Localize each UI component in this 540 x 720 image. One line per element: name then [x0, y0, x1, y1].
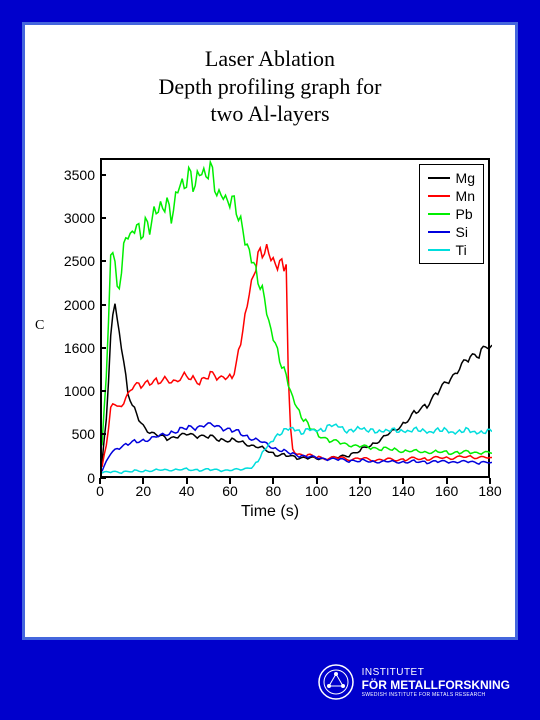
- legend-label: Ti: [456, 242, 467, 258]
- x-tick-mark: [272, 478, 274, 484]
- x-tick-mark: [359, 478, 361, 484]
- x-tick-label: 40: [179, 483, 195, 499]
- x-tick-label: 160: [435, 483, 458, 499]
- x-tick-label: 80: [266, 483, 282, 499]
- legend-item-si: Si: [428, 223, 475, 241]
- legend-swatch: [428, 231, 450, 233]
- institute-emblem-icon: [318, 664, 354, 700]
- y-tick-mark: [100, 347, 106, 349]
- x-tick-label: 100: [305, 483, 328, 499]
- y-tick-label: 1600: [40, 340, 95, 356]
- x-tick-label: 60: [222, 483, 238, 499]
- x-axis-label: Time (s): [40, 503, 500, 521]
- y-tick-mark: [100, 304, 106, 306]
- legend-swatch: [428, 249, 450, 251]
- legend-item-mn: Mn: [428, 187, 475, 205]
- y-axis-label: C: [35, 318, 44, 334]
- x-tick-label: 180: [478, 483, 501, 499]
- footer-line-2: FÖR METALLFORSKNING: [362, 678, 510, 692]
- legend-label: Mn: [456, 188, 475, 204]
- x-tick-mark: [402, 478, 404, 484]
- y-tick-mark: [100, 217, 106, 219]
- legend-label: Si: [456, 224, 468, 240]
- footer-logo: INSTITUTET FÖR METALLFORSKNING SWEDISH I…: [318, 664, 510, 700]
- x-tick-mark: [186, 478, 188, 484]
- title-line-2: Depth profiling graph for: [159, 74, 382, 99]
- footer-text: INSTITUTET FÖR METALLFORSKNING SWEDISH I…: [362, 667, 510, 698]
- y-tick-label: 0: [40, 470, 95, 486]
- chart-legend: Mg Mn Pb Si Ti: [419, 164, 484, 264]
- x-tick-label: 0: [96, 483, 104, 499]
- x-tick-label: 120: [348, 483, 371, 499]
- x-tick-mark: [489, 478, 491, 484]
- series-line-ti: [102, 424, 492, 473]
- legend-label: Pb: [456, 206, 473, 222]
- footer-line-3: SWEDISH INSTITUTE FOR METALS RESEARCH: [362, 692, 510, 698]
- y-tick-mark: [100, 390, 106, 392]
- title-line-3: two Al-layers: [210, 101, 329, 126]
- y-tick-mark: [100, 260, 106, 262]
- plot-box: Mg Mn Pb Si Ti: [100, 158, 490, 478]
- footer-line-1: INSTITUTET: [362, 667, 510, 678]
- y-tick-mark: [100, 433, 106, 435]
- legend-swatch: [428, 177, 450, 179]
- legend-label: Mg: [456, 170, 475, 186]
- x-tick-mark: [446, 478, 448, 484]
- y-tick-label: 3000: [40, 210, 95, 226]
- x-tick-mark: [229, 478, 231, 484]
- slide-panel: Laser Ablation Depth profiling graph for…: [22, 22, 518, 640]
- chart-title: Laser Ablation Depth profiling graph for…: [40, 45, 500, 128]
- x-tick-mark: [99, 478, 101, 484]
- y-tick-label: 3500: [40, 167, 95, 183]
- y-tick-label: 500: [40, 426, 95, 442]
- y-tick-label: 2500: [40, 253, 95, 269]
- legend-swatch: [428, 213, 450, 215]
- chart-area: MgMnPbSiTi 0500100016002000250030003500 …: [40, 148, 500, 528]
- y-tick-label: 1000: [40, 383, 95, 399]
- title-line-1: Laser Ablation: [205, 46, 335, 71]
- y-tick-label: 2000: [40, 297, 95, 313]
- x-tick-label: 140: [392, 483, 415, 499]
- x-tick-mark: [316, 478, 318, 484]
- legend-swatch: [428, 195, 450, 197]
- legend-item-pb: Pb: [428, 205, 475, 223]
- x-tick-label: 20: [136, 483, 152, 499]
- x-tick-mark: [142, 478, 144, 484]
- legend-item-ti: Ti: [428, 241, 475, 259]
- y-tick-mark: [100, 174, 106, 176]
- legend-item-mg: Mg: [428, 169, 475, 187]
